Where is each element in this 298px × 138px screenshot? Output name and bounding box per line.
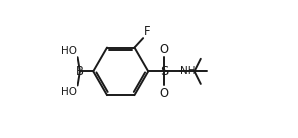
Text: S: S bbox=[160, 65, 168, 78]
Text: B: B bbox=[76, 65, 84, 78]
Text: HO: HO bbox=[61, 87, 77, 97]
Text: O: O bbox=[159, 87, 168, 100]
Text: HO: HO bbox=[61, 46, 77, 56]
Text: O: O bbox=[159, 43, 168, 56]
Text: NH: NH bbox=[180, 66, 196, 76]
Text: F: F bbox=[144, 25, 150, 38]
